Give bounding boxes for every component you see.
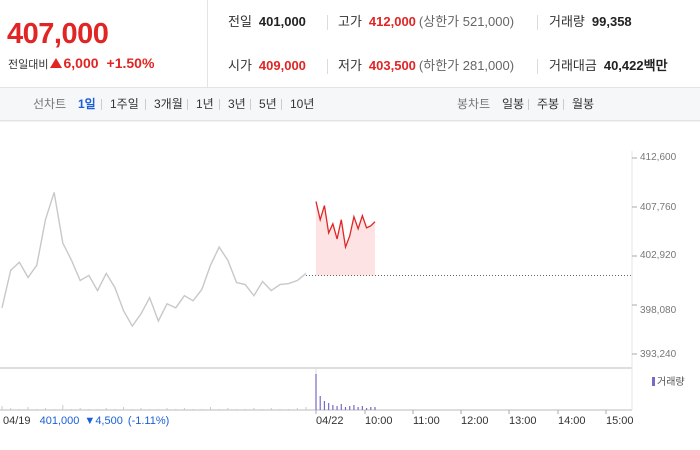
prev-day-change-percent: (-1.11%)	[127, 415, 170, 427]
chart-period-tabs: 선차트 1일 1주일 3개월 1년 3년 5년 10년 봉차트 일봉 주봉 월봉	[0, 88, 700, 121]
x-tick-label: 15:00	[606, 415, 634, 427]
prev-day-close: 401,000	[39, 415, 80, 427]
amount-cell: 거래대금 40,422백만	[549, 44, 668, 88]
amount-label: 거래대금	[549, 58, 597, 73]
current-price: 407,000	[7, 18, 109, 50]
x-tick-label: 10:00	[365, 415, 393, 427]
open-value: 409,000	[258, 58, 306, 73]
price-box: 407,000 전일대비 6,000 +1.50%	[0, 0, 208, 88]
intraday-chart: 412,600 407,760 402,920 398,080 393,240 …	[0, 121, 700, 450]
divider	[537, 59, 538, 74]
candle-chart-label: 봉차트	[457, 97, 491, 111]
y-tick-label: 398,080	[640, 305, 677, 316]
prev-close-cell: 전일 401,000	[228, 0, 306, 44]
divider	[101, 99, 102, 110]
change-row: 전일대비 6,000 +1.50%	[8, 55, 154, 72]
lower-limit: (하한가 281,000)	[418, 58, 515, 73]
x-tick-label: 13:00	[509, 415, 537, 427]
divider	[250, 99, 251, 110]
volume-cell: 거래량 99,358	[549, 0, 632, 44]
up-triangle-icon	[50, 58, 63, 68]
change-label: 전일대비	[8, 59, 49, 71]
y-tick-label: 402,920	[640, 250, 677, 261]
prev-close-value: 401,000	[258, 14, 306, 29]
tab-1-year[interactable]: 1년	[196, 97, 214, 111]
high-cell: 고가 412,000 (상한가 521,000)	[338, 0, 514, 44]
divider	[187, 99, 188, 110]
high-value: 412,000	[368, 14, 416, 29]
prev-day-change-value: 4,500	[95, 415, 123, 427]
tab-monthly-candle[interactable]: 월봉	[572, 97, 595, 111]
stock-summary: 407,000 전일대비 6,000 +1.50% 전일 401,000 고가 412,…	[0, 0, 700, 88]
stat-row-2: 시가 409,000 저가 403,500 (하한가 281,000) 거래대금 40,…	[208, 44, 700, 88]
prev-day-date: 04/19	[3, 415, 31, 427]
divider	[327, 15, 328, 30]
y-tick-label: 407,760	[640, 202, 677, 213]
high-label: 고가	[338, 14, 362, 29]
tab-3-years[interactable]: 3년	[228, 97, 246, 111]
upper-limit: (상한가 521,000)	[418, 14, 515, 29]
prev-day-change: ▼4,500	[84, 415, 122, 427]
open-cell: 시가 409,000	[228, 44, 306, 88]
low-value: 403,500	[368, 58, 416, 73]
today-price-line	[315, 201, 376, 250]
divider	[219, 99, 220, 110]
today-price-area	[316, 201, 375, 276]
volume-swatch	[652, 377, 655, 386]
divider	[563, 99, 564, 110]
volume-value: 99,358	[591, 14, 632, 29]
down-triangle-icon: ▼	[84, 415, 96, 427]
x-tick-label: 12:00	[461, 415, 489, 427]
volume-legend: 거래량	[652, 373, 685, 388]
tab-10-years[interactable]: 10년	[290, 97, 315, 111]
divider	[537, 15, 538, 30]
amount-unit: 백만	[643, 58, 668, 73]
divider	[281, 99, 282, 110]
low-label: 저가	[338, 58, 362, 73]
tab-3-months[interactable]: 3개월	[154, 97, 183, 111]
amount-value: 40,422	[603, 58, 644, 73]
stat-grid: 전일 401,000 고가 412,000 (상한가 521,000) 거래량 99,3…	[208, 0, 700, 88]
line-chart-label: 선차트	[33, 97, 67, 111]
divider	[528, 99, 529, 110]
tab-weekly-candle[interactable]: 주봉	[537, 97, 560, 111]
tab-1-week[interactable]: 1주일	[110, 97, 139, 111]
change-value: 6,000	[63, 55, 99, 71]
tab-1-day[interactable]: 1일	[78, 97, 96, 111]
x-tick-label: 11:00	[413, 415, 440, 427]
volume-legend-label: 거래량	[657, 377, 685, 388]
prev-day-price-line	[1, 192, 307, 328]
low-cell: 저가 403,500 (하한가 281,000)	[338, 44, 514, 88]
x-tick-label: 14:00	[558, 415, 586, 427]
chart-canvas	[0, 121, 700, 414]
prev-day-footer: 04/19 401,000 ▼4,500 (-1.11%)	[3, 415, 169, 427]
prev-close-label: 전일	[228, 14, 252, 29]
divider	[327, 59, 328, 74]
change-percent: +1.50%	[106, 55, 155, 71]
y-tick-label: 412,600	[640, 152, 677, 163]
open-label: 시가	[228, 58, 252, 73]
x-tick-label: 04/22	[316, 415, 344, 427]
divider	[145, 99, 146, 110]
tab-daily-candle[interactable]: 일봉	[502, 97, 525, 111]
tab-5-years[interactable]: 5년	[259, 97, 277, 111]
volume-label: 거래량	[549, 14, 585, 29]
stat-row-1: 전일 401,000 고가 412,000 (상한가 521,000) 거래량 99,3…	[208, 0, 700, 44]
y-tick-label: 393,240	[640, 349, 677, 360]
